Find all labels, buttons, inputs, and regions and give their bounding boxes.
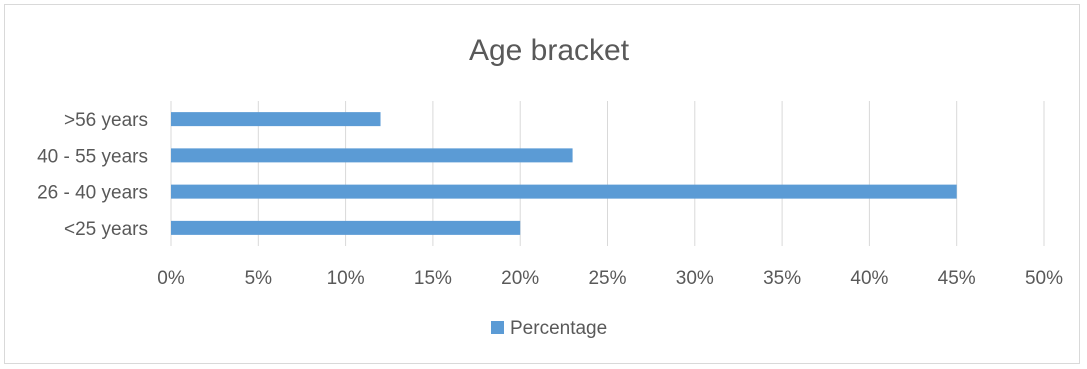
category-label: 40 - 55 years [37, 146, 148, 167]
bars [171, 112, 957, 235]
x-tick-label: 0% [157, 268, 185, 289]
x-tick-label: 45% [938, 268, 976, 289]
bar [171, 148, 573, 163]
chart-title: Age bracket [469, 34, 630, 67]
x-tick-label: 40% [850, 268, 888, 289]
x-tick-label: 30% [676, 268, 714, 289]
x-tick-labels: 0% 5% 10% 15% 20% 25% 30% 35% 40% 45% 50% [157, 268, 1063, 289]
legend: Percentage [491, 318, 607, 339]
bar [171, 112, 381, 127]
x-tick-label: 50% [1025, 268, 1063, 289]
x-tick-label: 10% [327, 268, 365, 289]
x-tick-label: 35% [763, 268, 801, 289]
bar [171, 184, 957, 199]
x-tick-label: 20% [501, 268, 539, 289]
chart-frame [4, 4, 1080, 364]
legend-swatch [491, 321, 504, 334]
x-tick-label: 25% [588, 268, 626, 289]
category-labels: <25 years 26 - 40 years 40 - 55 years >56 y… [37, 110, 148, 240]
category-label: 26 - 40 years [37, 183, 148, 204]
x-tick-label: 5% [245, 268, 273, 289]
bar [171, 220, 521, 235]
legend-label: Percentage [510, 318, 607, 339]
category-label: <25 years [64, 219, 148, 240]
category-label: >56 years [64, 110, 148, 131]
x-tick-label: 15% [414, 268, 452, 289]
